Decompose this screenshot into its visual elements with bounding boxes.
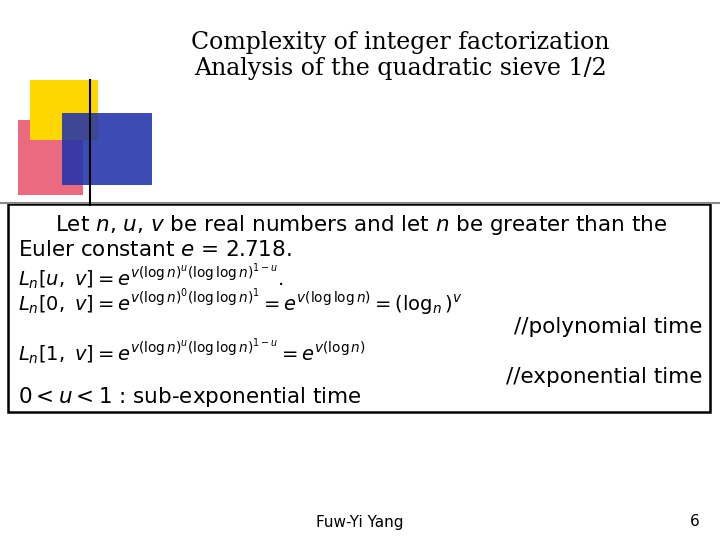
Text: $L_n[1,\ v] = e^{v(\log n)^u(\log\log n)^{1-u}} = e^{v(\log n)}$: $L_n[1,\ v] = e^{v(\log n)^u(\log\log n)… bbox=[18, 338, 366, 367]
Text: Euler constant $e$ = 2.718.: Euler constant $e$ = 2.718. bbox=[18, 240, 292, 260]
Text: //exponential time: //exponential time bbox=[505, 367, 702, 387]
Bar bbox=[8, 204, 710, 412]
Text: Let $n$, $u$, $v$ be real numbers and let $n$ be greater than the: Let $n$, $u$, $v$ be real numbers and le… bbox=[55, 213, 667, 237]
Text: $0 < u < 1$ : sub-exponential time: $0 < u < 1$ : sub-exponential time bbox=[18, 385, 362, 409]
Text: $L_n[0,\ v] = e^{v(\log n)^0(\log\log n)^1} = e^{v(\log\log n)} = (\log_n)^v$: $L_n[0,\ v] = e^{v(\log n)^0(\log\log n)… bbox=[18, 288, 462, 318]
Bar bbox=[18, 120, 83, 195]
Text: //polynomial time: //polynomial time bbox=[513, 317, 702, 337]
Text: 6: 6 bbox=[690, 515, 700, 530]
Text: Analysis of the quadratic sieve 1/2: Analysis of the quadratic sieve 1/2 bbox=[194, 57, 606, 79]
Text: Fuw-Yi Yang: Fuw-Yi Yang bbox=[316, 515, 404, 530]
Text: Complexity of integer factorization: Complexity of integer factorization bbox=[191, 30, 609, 53]
Bar bbox=[62, 113, 152, 185]
Bar bbox=[30, 80, 98, 140]
Text: $L_n[u,\ v] = e^{v(\log n)^u(\log\log n)^{1-u}}.$: $L_n[u,\ v] = e^{v(\log n)^u(\log\log n)… bbox=[18, 262, 284, 292]
